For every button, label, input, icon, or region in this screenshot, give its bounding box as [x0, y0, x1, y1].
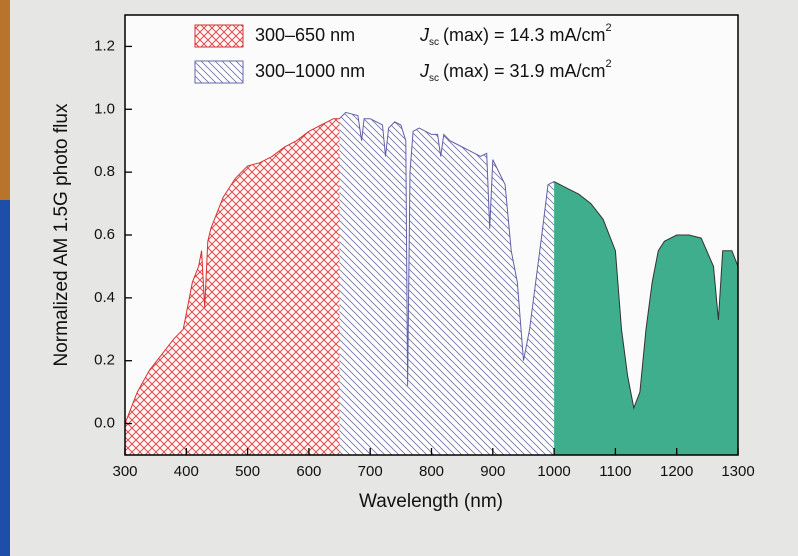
y-tick-label: 1.0: [94, 100, 115, 117]
x-tick-label: 1300: [721, 463, 754, 480]
superscript: 2: [606, 58, 612, 70]
legend-label: 300–1000 nm: [255, 61, 365, 81]
annotation-text: (max) = 14.3 mA/cm: [443, 25, 606, 45]
symbol: J: [419, 25, 430, 45]
x-tick-label: 1200: [660, 463, 693, 480]
background-strip: [0, 0, 10, 200]
legend-annotation: Jsc (max) = 31.9 mA/cm2: [419, 58, 612, 84]
superscript: 2: [606, 22, 612, 34]
y-tick-label: 0.0: [94, 415, 115, 432]
y-tick-label: 1.2: [94, 37, 115, 54]
series-line: [553, 181, 739, 410]
x-tick-label: 1000: [537, 463, 570, 480]
x-tick-label: 500: [235, 463, 260, 480]
area-fill: [125, 118, 340, 455]
subscript: sc: [429, 37, 439, 48]
y-tick-label: 0.6: [94, 226, 115, 243]
legend-label: 300–650 nm: [255, 25, 355, 45]
y-axis-label: Normalized AM 1.5G photo flux: [51, 103, 72, 366]
y-tick-label: 0.2: [94, 352, 115, 369]
legend-swatch: [194, 60, 244, 84]
subscript: sc: [429, 73, 439, 84]
x-tick-label: 600: [296, 463, 321, 480]
x-tick-label: 300: [112, 463, 137, 480]
legend: 300–650 nm Jsc (max) = 14.3 mA/cm2 300–10…: [194, 22, 612, 84]
annotation-text: (max) = 31.9 mA/cm: [443, 61, 606, 81]
x-tick-label: 1100: [599, 463, 631, 480]
plot-area: [124, 111, 739, 456]
legend-annotation: Jsc (max) = 14.3 mA/cm2: [419, 22, 612, 48]
y-tick-label: 0.8: [94, 163, 115, 180]
x-tick-label: 900: [480, 463, 505, 480]
x-tick-label: 800: [419, 463, 444, 480]
background-strip: [0, 0, 10, 556]
series-line: [124, 118, 340, 424]
x-tick-label: 700: [358, 463, 383, 480]
y-tick-label: 0.4: [94, 289, 115, 306]
x-tick-label: 400: [174, 463, 199, 480]
symbol: J: [419, 61, 430, 81]
legend-swatch: [194, 24, 244, 48]
x-axis-label: Wavelength (nm): [359, 491, 503, 512]
series-line: [339, 111, 555, 386]
area-fill: [554, 181, 738, 455]
area-fill: [339, 112, 555, 456]
